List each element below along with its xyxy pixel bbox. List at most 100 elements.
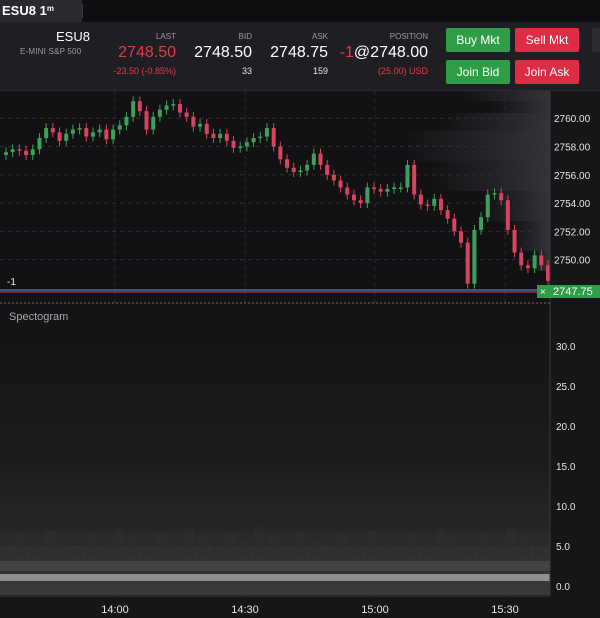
candle-body <box>271 128 276 147</box>
bid-size: 33 <box>241 66 252 76</box>
candle-body <box>539 255 544 266</box>
spectrogram-tick-label: 5.0 <box>556 542 570 553</box>
spectrogram-cell <box>170 542 180 557</box>
spectrogram-tick-label: 25.0 <box>556 382 576 393</box>
candle-body <box>425 204 430 206</box>
candle-body <box>64 133 69 141</box>
candle-body <box>445 210 450 219</box>
instrument-description: E-MINI S&P 500 <box>20 47 82 56</box>
candle-body <box>144 111 149 130</box>
spectrogram-cell <box>464 547 474 557</box>
candle-body <box>171 104 176 106</box>
spectrogram-cell <box>72 548 82 557</box>
spectrogram-cell <box>114 529 124 557</box>
candle-body <box>111 129 116 140</box>
time-axis-ticks: 14:00 14:30 15:00 15:30 <box>101 604 519 616</box>
candle-body <box>305 164 310 171</box>
spectrogram-band <box>0 511 550 531</box>
spectrogram-title: Spectogram <box>9 311 68 323</box>
candle-body <box>218 133 223 139</box>
spectrogram-cell <box>506 528 516 557</box>
candle-body <box>465 242 470 284</box>
candle-body <box>70 129 75 134</box>
candle-body <box>505 200 510 230</box>
join-bid-button[interactable]: Join Bid <box>446 60 510 84</box>
candle-body <box>137 101 142 112</box>
spectrogram-cell <box>142 547 152 557</box>
candle-body <box>17 149 22 151</box>
current-price-label: 2747.75 <box>553 286 593 298</box>
candle-body <box>30 149 35 155</box>
candle-body <box>358 200 363 204</box>
volume-profile-bar <box>430 161 550 191</box>
candle-body <box>432 198 437 206</box>
candle-body <box>251 138 256 143</box>
quote-header: ESU8 E-MINI S&P 500 LAST 2748.50 -23.50 … <box>0 22 600 91</box>
candle-body <box>438 198 443 211</box>
candle-body <box>405 164 410 188</box>
join-ask-button[interactable]: Join Ask <box>515 60 579 84</box>
candle-body <box>311 153 316 165</box>
spectrogram-cell <box>394 548 404 557</box>
spectrogram-cell <box>184 528 194 557</box>
position-qty: -1 <box>339 44 354 61</box>
chart-svg[interactable]: -1 Spectogram 2760.00 2758.00 2756.00 2754.… <box>0 91 600 618</box>
price-tick-label: 2750.00 <box>554 256 591 267</box>
candle-body <box>546 265 550 281</box>
position-label: POSITION <box>389 32 428 41</box>
spectrogram-cell <box>268 536 278 557</box>
candle-body <box>512 229 517 253</box>
candle-body <box>519 252 524 266</box>
spectrogram-bands <box>0 511 558 581</box>
candle-body <box>244 142 249 147</box>
candle-body <box>177 104 182 113</box>
spectrogram-tick-label: 30.0 <box>556 342 576 353</box>
spectrogram-tick-label: 20.0 <box>556 422 576 433</box>
instrument-symbol[interactable]: ESU8 <box>56 29 90 44</box>
last-value: 2748.50 <box>118 44 176 61</box>
price-axis[interactable] <box>550 91 600 618</box>
spectrogram-cell <box>226 532 236 557</box>
candle-body <box>499 193 504 201</box>
candle-body <box>378 188 383 192</box>
price-tick-label: 2760.00 <box>554 114 591 125</box>
spectrogram-tick-label: 0.0 <box>556 582 570 593</box>
candle-body <box>117 125 122 130</box>
ask-label: ASK <box>311 32 328 41</box>
tab-chart[interactable]: ESU8 1m <box>0 0 82 22</box>
spectrogram-cell <box>450 538 460 557</box>
close-position-icon[interactable]: × <box>540 287 546 298</box>
spectrogram-cell <box>240 541 250 557</box>
volume-profile-bar <box>490 101 550 113</box>
spectrogram-band <box>0 561 550 571</box>
candle-body <box>50 128 55 133</box>
spectrogram-cell <box>534 546 544 557</box>
spectrogram-cell <box>2 549 12 557</box>
spectrogram-cell <box>16 535 26 557</box>
spectrogram-cell <box>520 537 530 557</box>
candle-body <box>191 116 196 127</box>
spectrogram-axis-ticks: 30.0 25.0 20.0 15.0 10.0 5.0 0.0 <box>556 342 576 593</box>
spectrogram-cell <box>436 529 446 557</box>
position-price: @2748.00 <box>353 44 428 61</box>
candle-body <box>372 187 377 190</box>
current-price-tag <box>537 285 600 298</box>
spectrogram-cell <box>30 544 40 557</box>
header-scroll-handle[interactable] <box>592 28 600 52</box>
spectrogram-tick-label: 10.0 <box>556 502 576 513</box>
price-axis-ticks: 2760.00 2758.00 2756.00 2754.00 2752.00 2750.… <box>554 114 591 266</box>
sell-market-button[interactable]: Sell Mkt <box>515 28 579 52</box>
volume-profile-bar <box>480 191 550 221</box>
candle-body <box>57 132 62 141</box>
spectrogram-cell <box>128 538 138 557</box>
candle-body <box>285 159 290 168</box>
bid-value: 2748.50 <box>194 44 252 61</box>
buy-market-button[interactable]: Buy Mkt <box>446 28 510 52</box>
candle-body <box>264 128 269 137</box>
chart-area[interactable]: -1 Spectogram 2760.00 2758.00 2756.00 2754.… <box>0 91 600 618</box>
candle-body <box>4 152 8 155</box>
time-axis[interactable] <box>0 596 600 618</box>
candle-body <box>459 231 464 243</box>
candle-body <box>351 194 356 201</box>
candle-body <box>84 128 89 137</box>
